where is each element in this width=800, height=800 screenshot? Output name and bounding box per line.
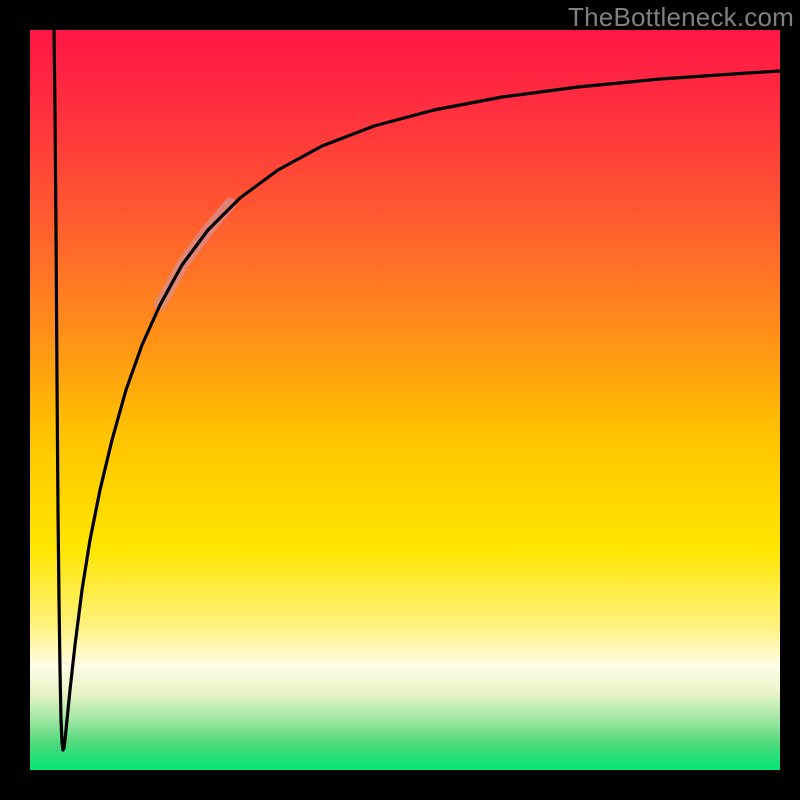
curve-layer	[30, 30, 780, 770]
plot-area	[30, 30, 780, 770]
bottleneck-curve	[54, 30, 780, 750]
chart-frame: TheBottleneck.com	[0, 0, 800, 800]
watermark-text: TheBottleneck.com	[568, 2, 794, 33]
